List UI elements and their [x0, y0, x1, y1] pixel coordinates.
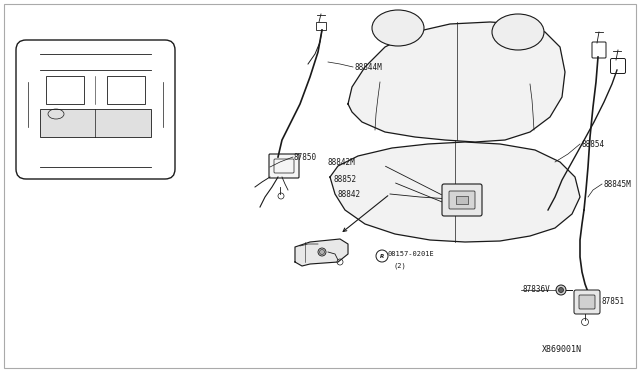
Bar	[46, 76, 84, 104]
Circle shape	[559, 288, 563, 292]
Circle shape	[318, 248, 326, 256]
Text: 88845M: 88845M	[604, 180, 632, 189]
Bar	[456, 196, 468, 204]
Polygon shape	[295, 239, 348, 266]
Circle shape	[556, 285, 566, 295]
FancyBboxPatch shape	[269, 154, 299, 178]
Text: (2): (2)	[394, 263, 407, 269]
FancyBboxPatch shape	[442, 184, 482, 216]
Text: 87836V: 87836V	[523, 285, 551, 295]
Text: X869001N: X869001N	[542, 346, 582, 355]
Circle shape	[319, 250, 324, 254]
FancyBboxPatch shape	[579, 295, 595, 309]
Text: 87850: 87850	[294, 153, 317, 161]
Polygon shape	[330, 142, 580, 242]
Bar	[107, 76, 145, 104]
Text: 87851: 87851	[602, 298, 625, 307]
Bar	[316, 22, 326, 30]
Text: 88844M: 88844M	[355, 62, 383, 71]
Text: 88854: 88854	[582, 140, 605, 148]
Text: R: R	[380, 253, 384, 259]
Text: 08157-0201E: 08157-0201E	[388, 251, 435, 257]
Ellipse shape	[492, 14, 544, 50]
Text: 88842: 88842	[338, 189, 361, 199]
FancyBboxPatch shape	[449, 191, 475, 209]
Ellipse shape	[372, 10, 424, 46]
Bar	[40, 109, 151, 137]
Polygon shape	[348, 22, 565, 142]
FancyBboxPatch shape	[574, 290, 600, 314]
Text: 88842M: 88842M	[328, 157, 356, 167]
Text: 88852: 88852	[334, 174, 357, 183]
